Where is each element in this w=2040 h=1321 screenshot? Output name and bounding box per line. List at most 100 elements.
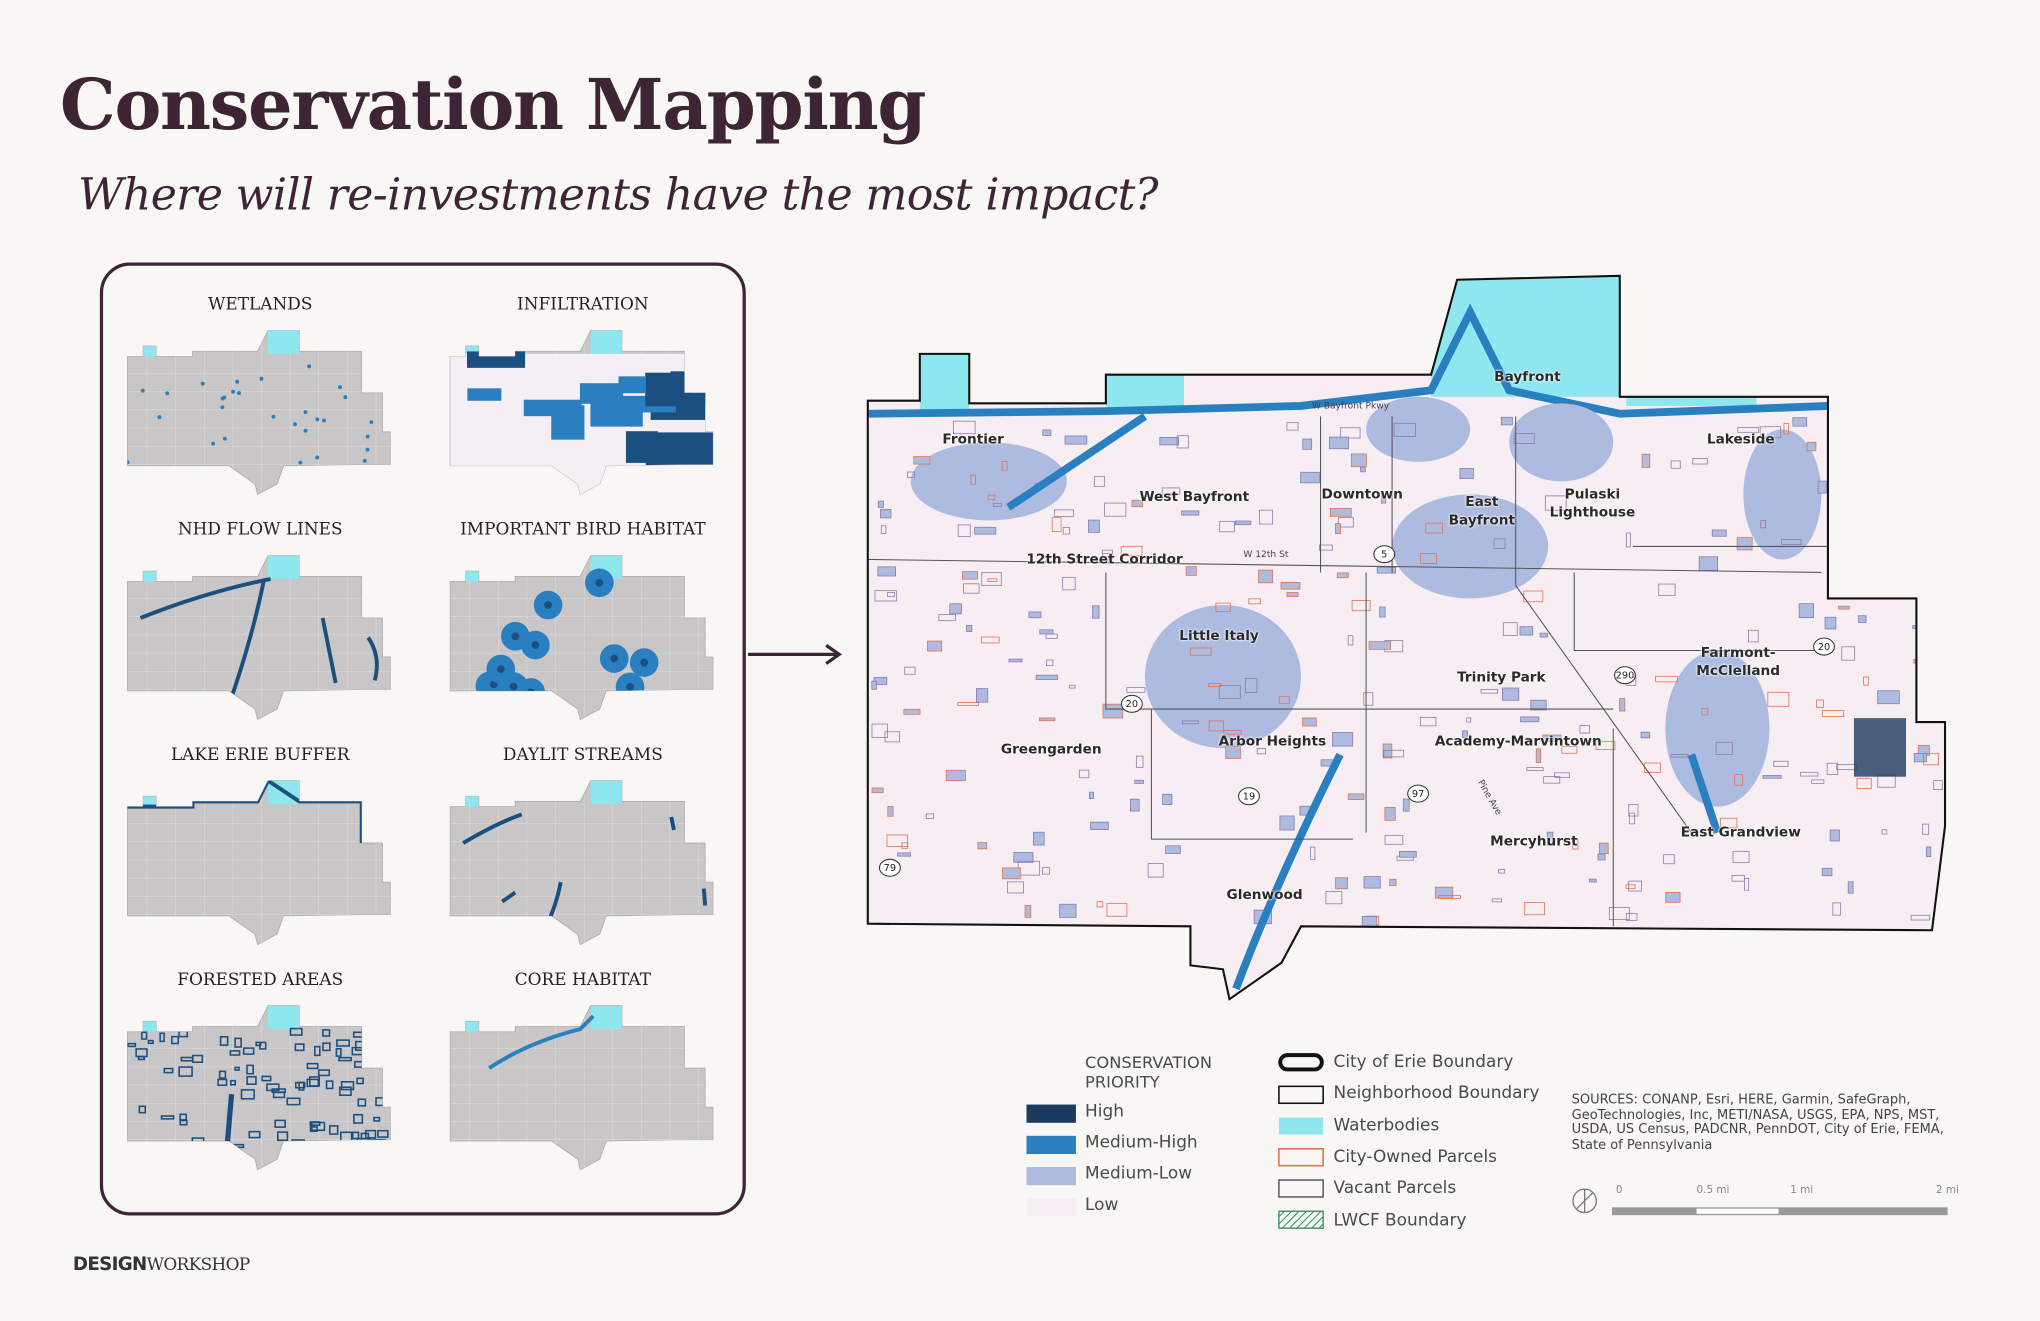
parcel	[1922, 823, 1930, 835]
parcel	[1181, 720, 1199, 725]
mini-forest	[308, 1076, 321, 1087]
mini-water	[143, 1021, 157, 1032]
mini-forest	[248, 1130, 261, 1139]
parcel	[1302, 717, 1317, 727]
parcel	[1459, 468, 1474, 479]
waterbody	[1431, 275, 1627, 397]
mini-spot	[343, 395, 348, 400]
mini-water	[143, 571, 157, 582]
parcel	[1543, 776, 1561, 784]
parcel	[1028, 611, 1042, 619]
mini-base	[449, 555, 714, 721]
parcel	[1554, 772, 1570, 778]
parcel	[1135, 755, 1144, 768]
parcel	[1597, 853, 1606, 861]
mini-habitat	[526, 688, 535, 697]
mini-spot	[315, 417, 320, 422]
parcel	[1219, 521, 1235, 533]
parcel	[877, 500, 884, 508]
parcel	[1598, 842, 1609, 855]
parcel	[1042, 867, 1050, 875]
mini-habitat	[531, 641, 540, 649]
mini-forest	[160, 1115, 175, 1120]
parcel	[1280, 582, 1301, 590]
parcel	[886, 834, 908, 847]
swatch-city	[1278, 1053, 1324, 1072]
legend-item: Medium-High	[1085, 1133, 1198, 1153]
mini-spot	[220, 396, 225, 401]
parcel	[1093, 475, 1105, 487]
mini-forest	[234, 1066, 240, 1071]
parcel	[1042, 429, 1052, 436]
parcel	[1466, 717, 1472, 723]
parcel	[1420, 553, 1437, 564]
mini-habitat	[544, 601, 552, 609]
parcel	[1181, 510, 1200, 516]
mini-spot	[298, 460, 303, 465]
mini-buffer	[127, 780, 364, 844]
stream	[1232, 752, 1344, 991]
mini-water	[268, 555, 300, 579]
parcel	[903, 708, 921, 715]
mini-forest	[336, 1039, 350, 1047]
parcel	[1767, 691, 1790, 707]
parcel	[1625, 884, 1636, 889]
parcel	[1185, 566, 1197, 576]
parcel	[1259, 509, 1273, 525]
mini-forest	[351, 1131, 360, 1140]
parcel	[1588, 878, 1597, 883]
parcel	[1824, 616, 1837, 630]
mini-habitat	[511, 632, 520, 641]
panel-title: FORESTED AREAS	[177, 970, 344, 991]
parcel	[1332, 732, 1354, 747]
mini-water	[590, 780, 622, 805]
parcel	[1701, 708, 1709, 716]
mini-habitat	[626, 683, 634, 691]
mini-forest	[294, 1081, 306, 1089]
panel-frame	[99, 262, 746, 1216]
parcel	[1302, 438, 1313, 450]
parcel	[1698, 556, 1718, 571]
parcel	[880, 508, 892, 519]
panel-title: CORE HABITAT	[514, 970, 651, 991]
mini-water	[268, 330, 300, 354]
parcel	[1064, 435, 1088, 445]
mini-map	[127, 555, 391, 721]
parcel	[1860, 421, 1883, 433]
parcel	[1856, 777, 1872, 789]
panel-title: DAYLIT STREAMS	[502, 745, 663, 765]
parcel	[1535, 748, 1542, 763]
mini-forest	[335, 1047, 342, 1057]
mini-forest	[371, 1138, 386, 1145]
neighborhood-boundary	[1573, 572, 1828, 652]
parcel	[1933, 780, 1943, 790]
parcel	[1759, 426, 1782, 439]
parcel	[1628, 880, 1643, 892]
neighborhood-label: Downtown	[1321, 486, 1403, 503]
parcel	[1347, 635, 1354, 646]
mini-water	[590, 1005, 622, 1030]
parcel	[1736, 537, 1753, 551]
parcel	[1595, 741, 1616, 750]
parcel	[1165, 845, 1181, 854]
neighborhood-boundary	[1515, 416, 1692, 833]
mini-flow	[366, 636, 379, 681]
mini-forest	[289, 1027, 303, 1036]
mini-forest	[219, 1036, 229, 1046]
mini-base	[127, 780, 391, 946]
parcel	[1711, 529, 1727, 537]
mini-forest	[353, 1113, 364, 1124]
mini-forest	[294, 1043, 305, 1052]
neighborhood-boundary	[867, 558, 1822, 573]
parcel	[1225, 745, 1241, 759]
parcel	[1816, 699, 1824, 708]
parcel	[1096, 901, 1104, 908]
parcel	[887, 591, 895, 598]
mini-forest	[375, 1033, 382, 1039]
route-number: 20	[1817, 640, 1831, 653]
logo-bold: DESIGN	[72, 1254, 147, 1275]
mini-water	[465, 571, 479, 582]
parcel	[1383, 749, 1404, 758]
mini-forest	[246, 1075, 257, 1086]
parcel	[1033, 831, 1045, 846]
